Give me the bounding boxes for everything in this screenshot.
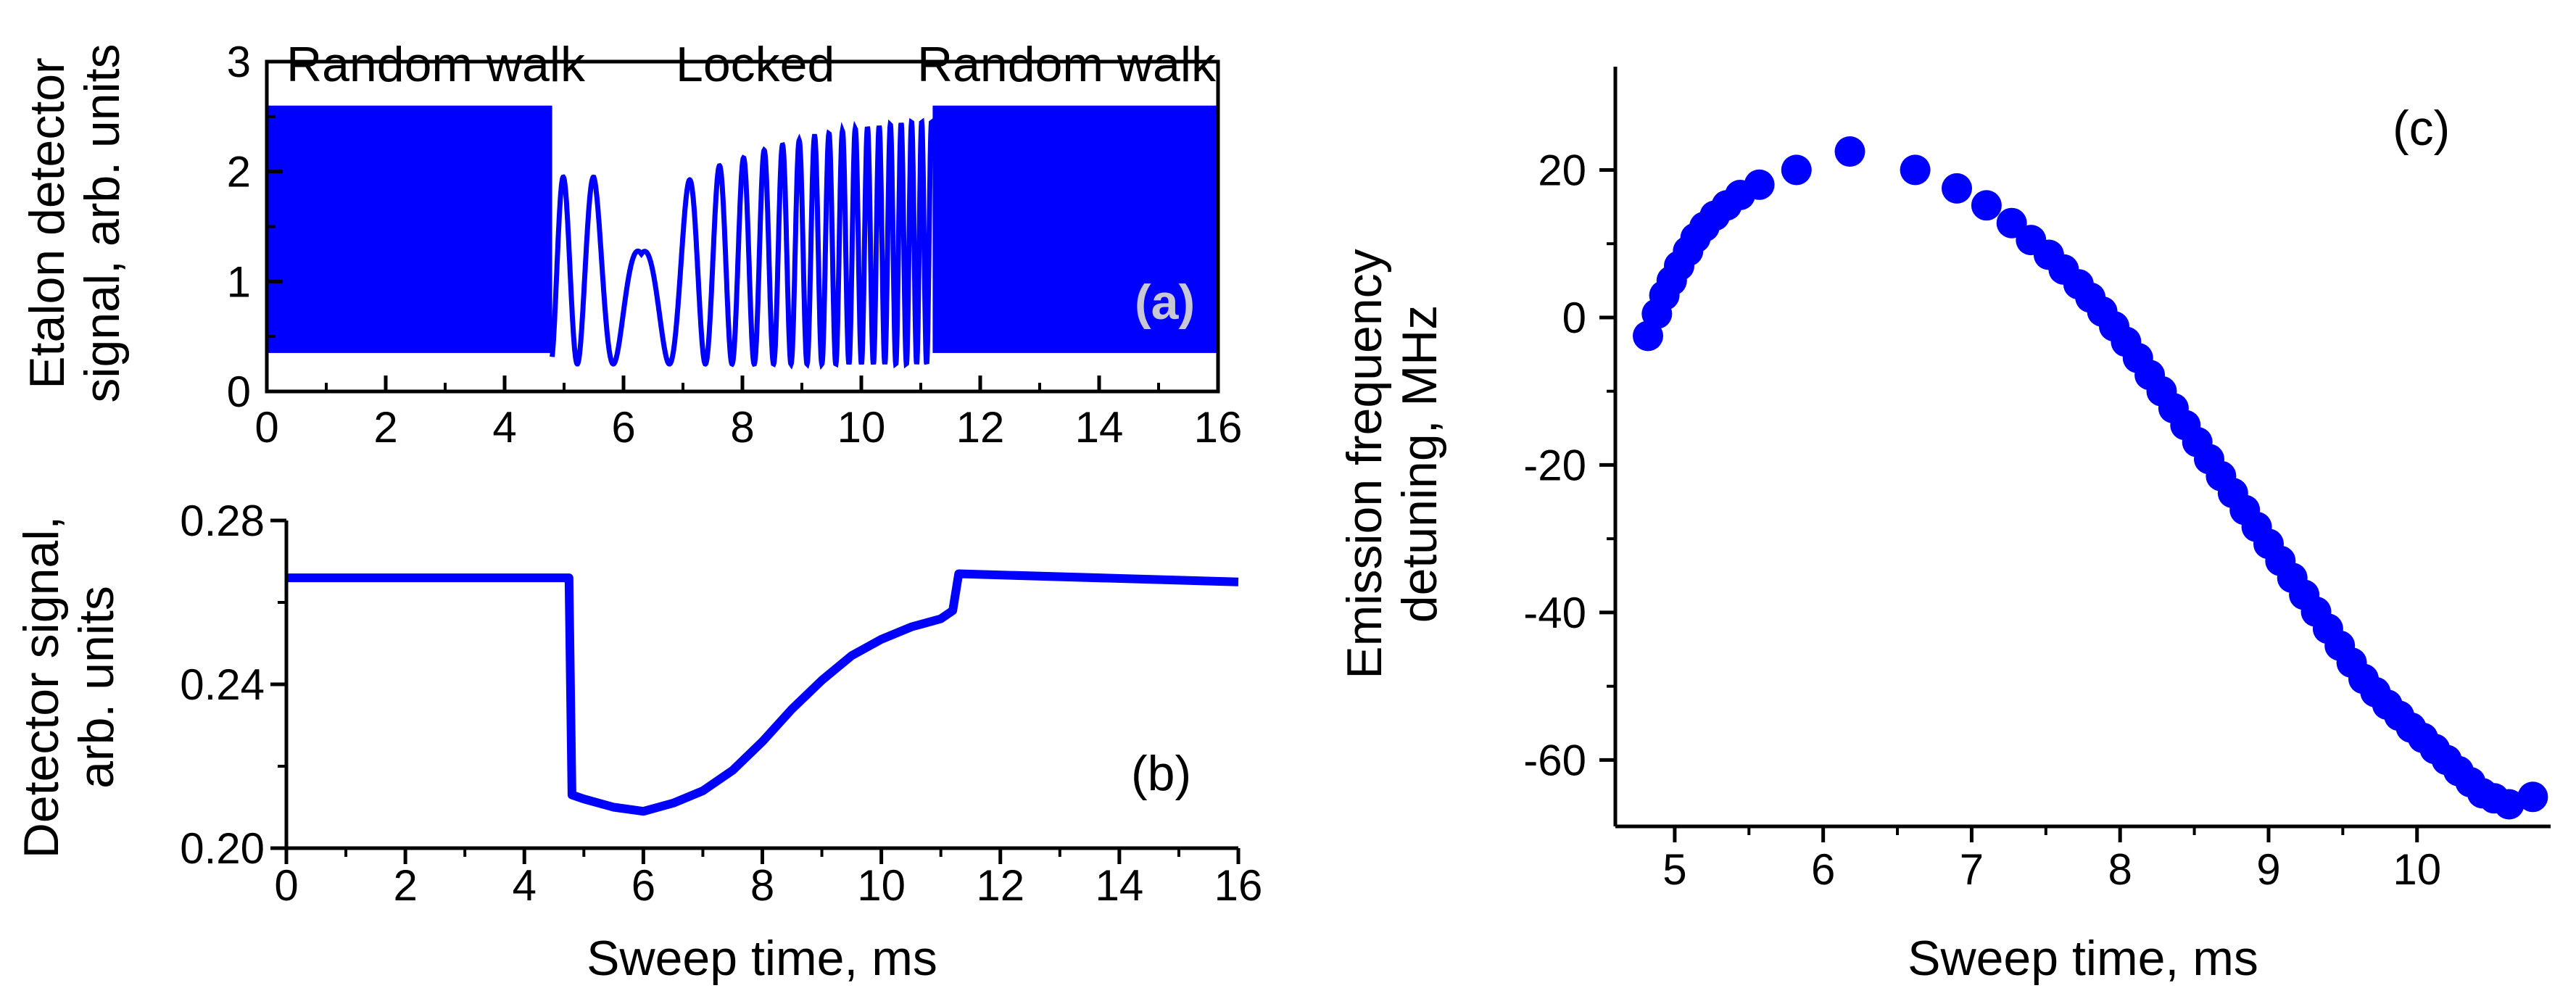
x-tick-label: 6 — [631, 861, 655, 910]
detector-signal-line — [286, 569, 1239, 816]
panel-a-y-axis-title: Etalon detector signal, arb. units — [20, 43, 130, 402]
x-tick-label: 6 — [611, 403, 635, 452]
x-tick-label: 8 — [730, 403, 754, 452]
x-tick-label: 8 — [750, 861, 774, 910]
panel-a-annotation-random-walk-left: Random walk — [286, 37, 586, 92]
x-tick-label: 2 — [393, 861, 417, 910]
x-tick-label: 10 — [857, 861, 906, 910]
panel-a-y-axis-title-line-2: signal, arb. units — [75, 43, 130, 402]
panel-b: 0 2 4 6 8 10 12 14 16 0.20 0.24 0.28 (b) Sweep tim… — [14, 497, 1262, 986]
detuning-point — [2517, 781, 2548, 813]
panel-a-annotation-locked: Locked — [676, 37, 834, 92]
panel-b-y-axis-title-line-2: arb. units — [69, 586, 124, 789]
x-tick-label: 16 — [1214, 861, 1263, 910]
y-tick-label: 0.20 — [180, 824, 265, 873]
y-tick-label: -40 — [1523, 589, 1586, 637]
panel-c-y-axis-title-line-2: detuning, MHz — [1392, 305, 1447, 623]
detuning-point — [1971, 190, 2002, 221]
detuning-point — [1900, 154, 1931, 186]
random-walk-band — [267, 105, 552, 353]
y-tick-label: 20 — [1538, 146, 1586, 194]
y-tick-label: 2 — [227, 148, 251, 196]
y-tick-label: -20 — [1523, 441, 1586, 489]
locked-fringe-line — [550, 117, 935, 370]
x-tick-label: 4 — [513, 861, 537, 910]
panel-b-series — [286, 569, 1239, 816]
panel-c-y-axis-title-line-1: Emission frequency — [1337, 249, 1392, 679]
x-tick-label: 2 — [373, 403, 397, 452]
detuning-point — [1942, 173, 1972, 204]
y-tick-label: 0.24 — [180, 660, 265, 709]
detuning-point — [1781, 154, 1812, 186]
x-tick-label: 12 — [956, 403, 1005, 452]
detuning-point — [2493, 789, 2525, 820]
panel-b-x-ticks: 0 2 4 6 8 10 12 14 16 — [274, 848, 1262, 910]
x-tick-label: 10 — [837, 403, 886, 452]
panel-a-x-ticks: 0 2 4 6 8 10 12 14 16 — [254, 376, 1242, 452]
y-tick-label: 3 — [227, 38, 251, 86]
x-tick-label: 7 — [1960, 845, 1984, 894]
panel-a-annotation-random-walk-right: Random walk — [917, 37, 1217, 92]
panel-a-series — [267, 105, 1218, 370]
x-tick-label: 10 — [2393, 845, 2441, 894]
x-tick-label: 4 — [492, 403, 516, 452]
x-tick-label: 5 — [1662, 845, 1686, 894]
panel-c-y-ticks: 20 0 -20 -40 -60 — [1523, 146, 1615, 784]
x-tick-label: 9 — [2256, 845, 2280, 894]
panel-c-x-axis-title: Sweep time, ms — [1908, 931, 2258, 986]
y-tick-label: 0.28 — [180, 497, 265, 545]
y-tick-label: 0 — [227, 368, 251, 416]
x-tick-label: 16 — [1194, 403, 1243, 452]
panel-a-tag: (a) — [1135, 275, 1195, 330]
x-tick-label: 6 — [1811, 845, 1835, 894]
x-tick-label: 14 — [1096, 861, 1144, 910]
panel-a-y-ticks: 0 1 2 3 — [227, 38, 283, 416]
panel-c-series — [1633, 136, 2548, 820]
y-tick-label: 1 — [227, 257, 251, 306]
panel-c-y-axis-title: Emission frequency detuning, MHz — [1337, 249, 1447, 679]
y-tick-label: 0 — [1562, 294, 1586, 342]
detuning-point — [1834, 136, 1865, 167]
panel-a-y-axis-title-line-1: Etalon detector — [20, 57, 75, 389]
random-walk-band — [932, 105, 1218, 353]
detuning-point — [1744, 169, 1775, 200]
panel-b-y-ticks: 0.20 0.24 0.28 — [180, 497, 286, 873]
x-tick-label: 14 — [1075, 403, 1124, 452]
panel-b-x-axis-title: Sweep time, ms — [587, 931, 937, 986]
panel-b-tag: (b) — [1131, 746, 1191, 801]
x-tick-label: 0 — [254, 403, 278, 452]
panel-b-y-axis-title: Detector signal, arb. units — [14, 516, 124, 858]
x-tick-label: 8 — [2108, 845, 2132, 894]
panel-c: 5 6 7 8 9 10 200-20-40-60 (c) Sweep time, ms … — [1337, 67, 2551, 986]
panel-b-y-axis-title-line-1: Detector signal, — [14, 516, 69, 858]
panel-c-tag: (c) — [2393, 101, 2450, 156]
x-tick-label: 0 — [274, 861, 298, 910]
panel-c-x-ticks: 5 6 7 8 9 10 — [1662, 826, 2441, 894]
x-tick-label: 12 — [976, 861, 1024, 910]
y-tick-label: -60 — [1523, 736, 1586, 784]
